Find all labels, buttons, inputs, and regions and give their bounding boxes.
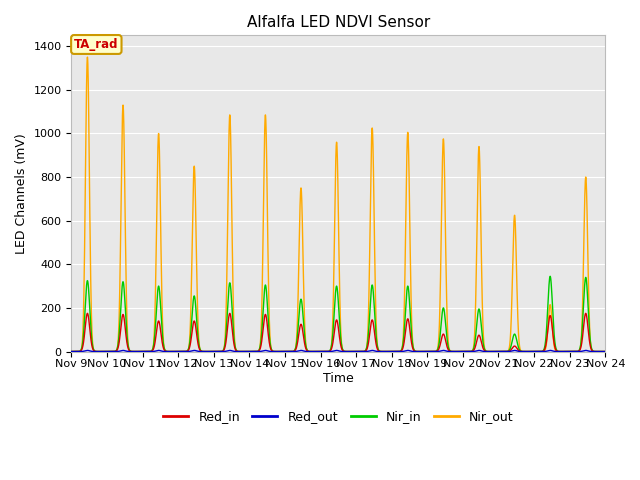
X-axis label: Time: Time (323, 372, 354, 385)
Title: Alfalfa LED NDVI Sensor: Alfalfa LED NDVI Sensor (246, 15, 430, 30)
Text: TA_rad: TA_rad (74, 38, 118, 51)
Y-axis label: LED Channels (mV): LED Channels (mV) (15, 133, 28, 254)
Legend: Red_in, Red_out, Nir_in, Nir_out: Red_in, Red_out, Nir_in, Nir_out (158, 405, 518, 428)
